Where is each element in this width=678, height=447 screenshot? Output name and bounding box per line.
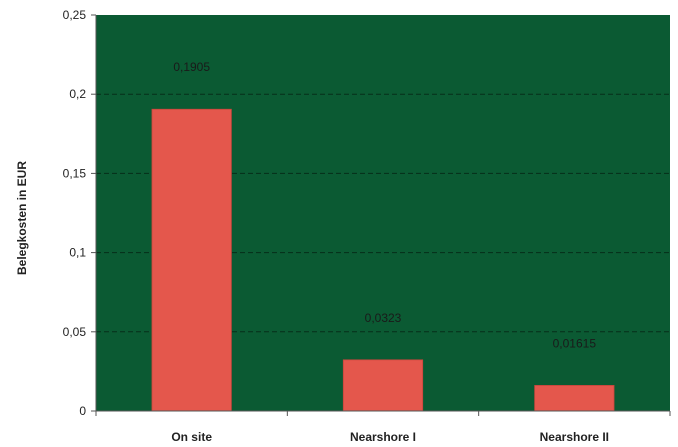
y-tick-label: 0,25 <box>63 8 87 22</box>
data-label: 0,1905 <box>173 60 210 74</box>
data-label: 0,01615 <box>553 336 597 350</box>
y-tick-label: 0 <box>79 404 86 418</box>
x-tick-label: Nearshore I <box>350 430 416 444</box>
y-axis-label: Belegkosten in EUR <box>15 161 29 275</box>
y-tick-label: 0,1 <box>69 246 86 260</box>
data-label: 0,0323 <box>365 311 402 325</box>
y-ticks: 0 0,05 0,1 0,15 0,2 0,25 <box>63 8 96 418</box>
bar-nearshore-i <box>342 359 424 412</box>
bars <box>151 108 615 412</box>
bar-on-site <box>151 108 232 412</box>
data-labels: 0,1905 0,0323 0,01615 <box>173 60 596 350</box>
x-tick-label: Nearshore II <box>540 430 609 444</box>
x-ticks: On site Nearshore I Nearshore II <box>95 411 671 444</box>
bar-nearshore-ii <box>534 385 615 412</box>
x-tick-label: On site <box>171 430 212 444</box>
y-tick-label: 0,05 <box>63 325 87 339</box>
y-tick-label: 0,15 <box>63 166 87 180</box>
y-tick-label: 0,2 <box>69 87 86 101</box>
